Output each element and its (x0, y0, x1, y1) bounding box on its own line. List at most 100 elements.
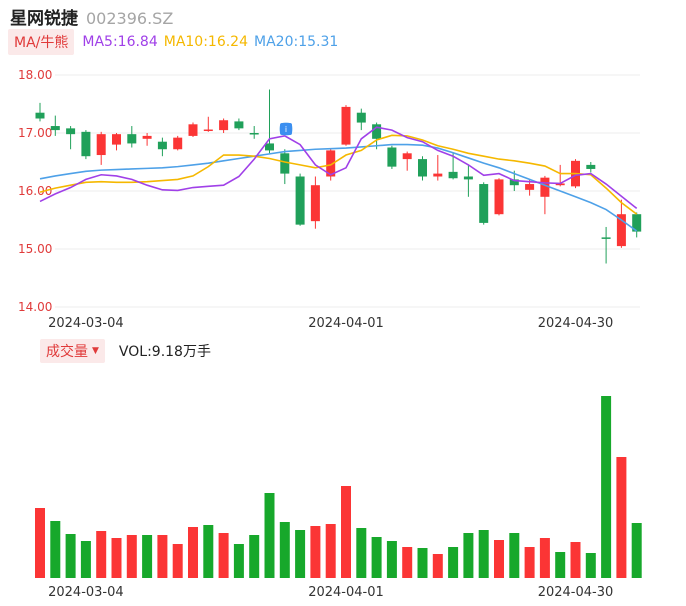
candle-body (402, 153, 412, 160)
volume-bar (310, 526, 321, 578)
candle-body (632, 214, 642, 232)
y-tick-label: 18.00 (18, 68, 52, 82)
candle-body (203, 129, 213, 132)
caret-down-icon: ▼ (92, 346, 99, 356)
candle-body (372, 124, 382, 139)
candle (341, 105, 351, 146)
candle (494, 178, 504, 216)
candle (249, 126, 259, 139)
volume-bar (524, 547, 535, 578)
volume-bar (432, 554, 443, 578)
volume-bar (478, 530, 489, 578)
stock-header: 星网锐捷 002396.SZ (10, 4, 173, 30)
candle-body (479, 184, 489, 223)
candle (203, 116, 213, 132)
ma-lines (39, 126, 638, 232)
candle (173, 135, 183, 151)
volume-bar (172, 544, 183, 578)
y-tick-label: 17.00 (18, 126, 52, 140)
ma-indicator-button[interactable]: MA/牛熊 (8, 29, 75, 55)
candle (66, 126, 76, 150)
candle-body (234, 121, 244, 129)
y-tick-label: 15.00 (18, 242, 52, 256)
candle-body (310, 185, 320, 222)
volume-bar (65, 534, 76, 578)
candle-body (188, 124, 198, 136)
stock-name: 星网锐捷 (10, 9, 78, 29)
candle-body (127, 134, 137, 144)
candle (112, 133, 121, 151)
candle-body (249, 133, 259, 135)
volume-bar (35, 508, 45, 578)
volume-bar (233, 544, 244, 578)
ma10-line (39, 134, 638, 215)
candle (540, 175, 550, 215)
candle (219, 118, 229, 133)
price-x-ticks: 2024-03-04 2024-04-01 2024-04-30 (48, 316, 613, 331)
volume-bar (188, 527, 198, 578)
candle-body (418, 159, 427, 177)
candle-body (433, 173, 443, 177)
candle-body (341, 106, 351, 145)
candle (356, 108, 366, 131)
volume-bar (585, 553, 596, 578)
candle-body (81, 131, 91, 157)
svg-text:i: i (285, 125, 287, 134)
ma5-legend: MA5:16.84 (82, 34, 158, 50)
candle-body (555, 183, 565, 186)
volume-bar (494, 540, 504, 578)
candle (35, 102, 45, 122)
volume-bar (111, 538, 122, 578)
candle-body (265, 143, 274, 151)
candle-body (525, 184, 535, 190)
candle (418, 156, 427, 181)
volume-bar (448, 547, 459, 578)
candlestick-series (35, 89, 642, 264)
candle (280, 149, 290, 185)
volume-bars (35, 396, 642, 578)
candle-body (356, 112, 366, 123)
stock-code: 002396.SZ (86, 9, 174, 28)
volume-bar (402, 547, 413, 578)
candle-body (494, 179, 504, 215)
candle-body (509, 179, 519, 186)
x-tick-label: 2024-04-01 (308, 316, 384, 331)
candle-body (142, 135, 152, 139)
y-tick-label: 16.00 (18, 184, 52, 198)
candle (295, 173, 305, 226)
candle-body (540, 177, 550, 197)
candle-body (586, 164, 596, 169)
event-marker-icon[interactable]: i (279, 122, 293, 136)
volume-bar (601, 396, 612, 578)
candle (601, 226, 611, 264)
candle (448, 153, 458, 180)
x-tick-label: 2024-04-01 (308, 585, 384, 600)
candle (234, 118, 244, 131)
candle (96, 131, 106, 165)
candle (127, 126, 137, 148)
volume-bar (264, 493, 275, 578)
volume-indicator-label: 成交量 (46, 344, 88, 360)
volume-indicator-button[interactable]: 成交量 ▼ (40, 339, 105, 363)
volume-bar (96, 531, 107, 578)
volume-bar (539, 538, 550, 578)
volume-bar (80, 541, 91, 578)
volume-x-ticks: 2024-03-04 2024-04-01 2024-04-30 (48, 585, 613, 600)
volume-bar (371, 537, 382, 578)
y-tick-label: 14.00 (18, 300, 52, 314)
volume-bar (356, 528, 367, 578)
candle-body (96, 134, 106, 156)
volume-bar (509, 533, 520, 578)
volume-bar (341, 486, 351, 578)
ma10-legend: MA10:16.24 (163, 34, 249, 50)
candle (142, 133, 152, 146)
volume-bar (50, 521, 61, 578)
candle (433, 155, 443, 181)
candle (479, 182, 489, 225)
volume-bar (325, 524, 336, 578)
x-tick-label: 2024-04-30 (538, 585, 614, 600)
volume-legend: 成交量 ▼ VOL:9.18万手 (40, 339, 211, 363)
volume-bar (126, 535, 137, 578)
candle-body (50, 126, 60, 131)
